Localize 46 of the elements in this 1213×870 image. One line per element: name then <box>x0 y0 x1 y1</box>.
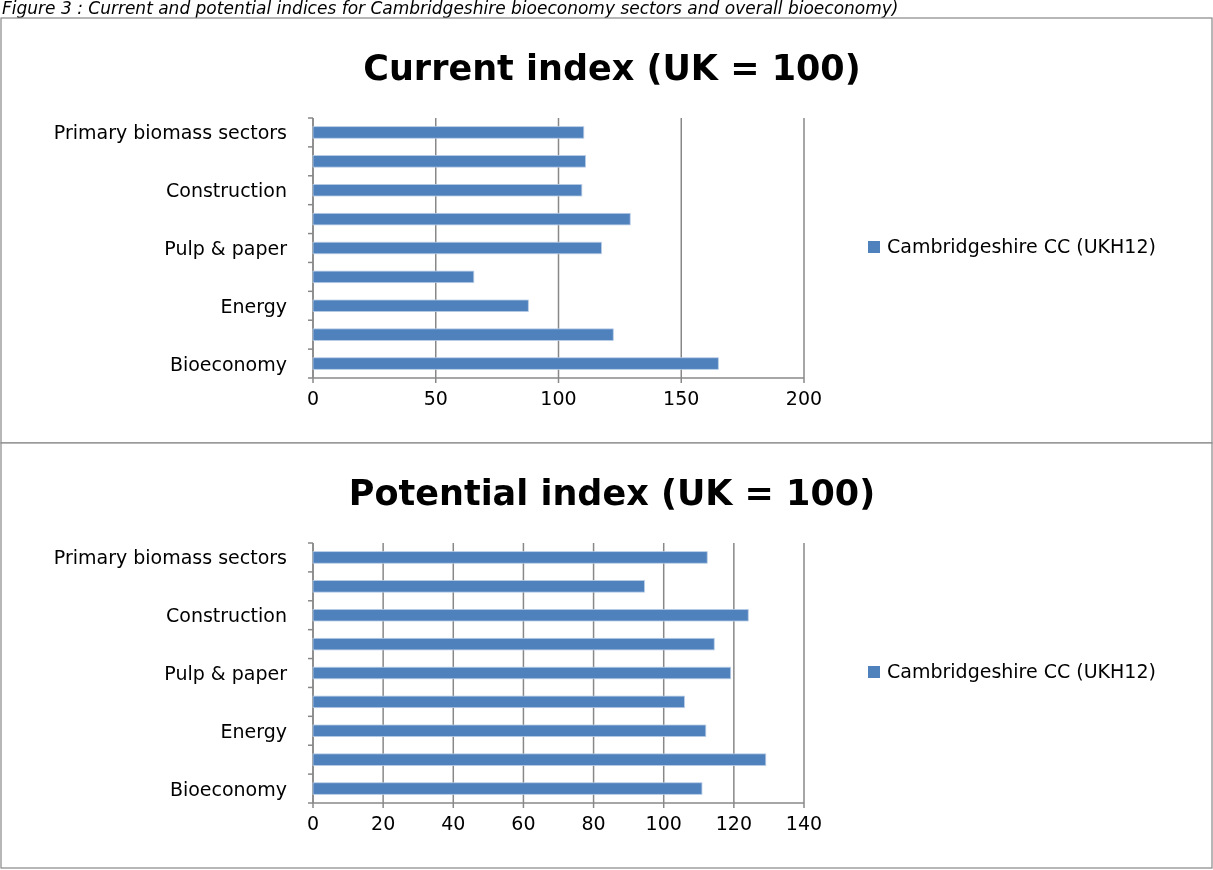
bar <box>312 299 529 312</box>
bar <box>312 695 685 709</box>
y-tick-label: Energy <box>220 719 287 742</box>
x-tick-label: 150 <box>663 387 700 409</box>
legend-label: Cambridgeshire CC (UKH12) <box>887 660 1156 682</box>
y-tick-label: Primary biomass sectors <box>53 121 287 144</box>
x-tick-label: 200 <box>785 387 823 409</box>
y-tick-label: Construction <box>166 604 287 627</box>
chart-title: Current index (UK = 100) <box>363 48 861 88</box>
y-tick-label: Bioeconomy <box>169 777 287 800</box>
y-tick-label: Pulp & paper <box>164 662 288 684</box>
x-tick-label: 100 <box>645 812 682 834</box>
x-tick-label: 140 <box>785 812 823 834</box>
y-tick-label: Primary biomass sectors <box>53 546 287 569</box>
bar <box>312 551 708 564</box>
chart-title: Potential index (UK = 100) <box>348 473 876 513</box>
x-tick-label: 120 <box>715 812 752 834</box>
y-tick-label: Construction <box>166 179 287 202</box>
bar <box>312 666 732 680</box>
bar <box>312 155 586 168</box>
bar <box>312 637 715 651</box>
bar <box>312 241 602 255</box>
x-tick-label: 0 <box>306 812 320 834</box>
bar <box>312 126 585 139</box>
bar <box>312 328 614 341</box>
legend-label: Cambridgeshire CC (UKH12) <box>887 235 1156 257</box>
y-tick-label: Energy <box>220 294 287 317</box>
bar <box>312 580 645 593</box>
x-tick-label: 50 <box>423 387 448 409</box>
y-tick-label: Pulp & paper <box>164 237 288 259</box>
bar <box>312 270 475 284</box>
x-tick-label: 0 <box>306 387 320 409</box>
bar <box>312 212 631 226</box>
x-tick-label: 80 <box>581 812 606 834</box>
bar <box>312 782 703 795</box>
bar <box>312 357 719 370</box>
bar <box>312 724 707 737</box>
x-tick-label: 20 <box>371 812 396 834</box>
bar <box>312 609 749 622</box>
x-tick-label: 40 <box>441 812 466 834</box>
bar <box>312 753 767 766</box>
x-tick-label: 60 <box>511 812 536 834</box>
caption: Figure 3 : Current and potential indices for Cambridgeshire bioeconomy sectors and overall bioeconomy) <box>2 0 899 18</box>
x-tick-label: 100 <box>540 387 577 409</box>
bar <box>312 184 583 197</box>
y-tick-label: Bioeconomy <box>169 352 287 375</box>
